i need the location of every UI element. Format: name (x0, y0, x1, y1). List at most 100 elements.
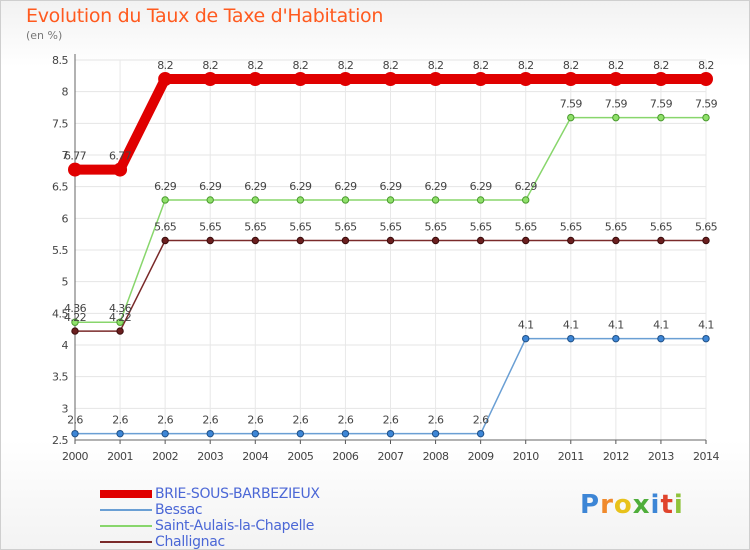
logo-letter: t (660, 490, 674, 520)
data-point (702, 236, 710, 245)
x-tick-label: 2008 (423, 450, 449, 463)
series-challignac (71, 236, 710, 335)
data-point (702, 113, 710, 122)
data-label: 6.29 (425, 180, 448, 193)
data-label: 5.65 (199, 221, 222, 234)
data-point (251, 196, 259, 204)
data-point (567, 334, 575, 343)
data-label: 8.2 (383, 59, 399, 72)
data-point (341, 196, 350, 204)
data-point (296, 236, 305, 245)
data-label: 5.65 (334, 221, 357, 234)
chart-title: Evolution du Taux de Taxe d'Habitation (26, 5, 384, 27)
data-point (386, 196, 395, 204)
x-tick-label: 2014 (693, 450, 719, 463)
data-label: 7.59 (650, 98, 673, 111)
data-label: 7.59 (605, 98, 628, 111)
data-point (518, 72, 533, 86)
data-label: 6.29 (154, 180, 177, 193)
legend-item: Bessac (100, 502, 420, 518)
y-tick-label: 2.5 (52, 434, 68, 447)
data-point (251, 429, 259, 438)
axes: 2.5 3 3.5 4 4.5 5 5.5 6 6.5 7 7.5 8 8.5 2000 2001 2002 2… (52, 54, 720, 463)
x-tick-label: 2003 (197, 450, 223, 463)
data-label: 8.2 (473, 59, 489, 72)
data-point (116, 429, 124, 438)
data-point (522, 236, 530, 245)
data-point (116, 318, 124, 326)
x-tick-label: 2002 (152, 450, 178, 463)
data-point (431, 429, 440, 438)
data-label: 4.1 (608, 319, 624, 332)
data-label: 5.65 (154, 221, 177, 234)
data-label: 4.1 (518, 319, 534, 332)
data-point (383, 72, 398, 86)
data-point (476, 236, 485, 245)
data-label: 8.2 (608, 59, 624, 72)
data-label: 8.2 (518, 59, 534, 72)
data-point (386, 429, 395, 438)
data-label: 5.65 (425, 221, 448, 234)
data-label: 4.36 (64, 302, 87, 315)
data-label: 2.6 (383, 414, 399, 427)
data-point (522, 334, 530, 343)
series-bessac (71, 334, 710, 438)
series-saint-aulais-la-chapelle (71, 113, 710, 326)
data-labels: 6.77 6.77 8.2 8.2 8.2 8.2 8.2 8.2 8.2 8.2 8.2 8.2 8.… (64, 59, 718, 427)
data-point (341, 236, 350, 245)
data-label: 7.59 (560, 98, 583, 111)
data-point (473, 72, 488, 86)
data-point (612, 113, 620, 122)
x-tick-label: 2000 (62, 450, 88, 463)
logo-letter: r (600, 490, 614, 520)
legend-label: Saint-Aulais-la-Chapelle (155, 518, 315, 534)
y-tick-label: 8 (62, 86, 69, 99)
logo-letter: x (632, 490, 651, 520)
data-label: 4.1 (563, 319, 579, 332)
legend-item: Challignac (100, 534, 420, 550)
y-tick-label: 4.5 (52, 307, 68, 320)
data-label: 2.6 (247, 414, 263, 427)
logo-letter: i (673, 490, 684, 520)
data-label: 6.77 (109, 150, 132, 163)
data-point (476, 196, 485, 204)
y-tick-label: 5.5 (52, 244, 68, 257)
data-label: 8.2 (653, 59, 669, 72)
data-point (653, 72, 668, 86)
x-tick-label: 2006 (332, 450, 358, 463)
data-label: 2.6 (112, 414, 128, 427)
logo-letter: o (613, 490, 633, 520)
data-point (612, 334, 620, 343)
data-label: 2.6 (338, 414, 354, 427)
data-point (71, 327, 79, 335)
data-point (476, 429, 485, 438)
legend-swatch (100, 490, 152, 498)
data-label: 8.2 (698, 59, 714, 72)
x-tick-label: 2012 (603, 450, 629, 463)
legend-label: BRIE-SOUS-BARBEZIEUX (155, 486, 320, 502)
data-point (341, 429, 350, 438)
y-tick-label: 3 (62, 402, 69, 415)
data-point (206, 236, 214, 245)
x-tick-label: 2004 (242, 450, 268, 463)
y-tick-label: 3.5 (52, 371, 68, 384)
data-label: 4.22 (109, 311, 131, 324)
data-point (203, 72, 218, 86)
data-label: 5.65 (605, 221, 628, 234)
data-label: 4.36 (109, 302, 132, 315)
data-point (296, 429, 305, 438)
data-point (428, 72, 443, 86)
x-tick-label: 2005 (287, 450, 313, 463)
data-label: 5.65 (244, 221, 267, 234)
data-label: 6.29 (379, 180, 402, 193)
data-point (608, 72, 623, 86)
data-point (612, 236, 620, 245)
logo-letter: i (650, 490, 661, 520)
x-tick-label: 2013 (648, 450, 674, 463)
data-label: 6.29 (515, 180, 538, 193)
data-label: 4.1 (653, 319, 669, 332)
legend-item: BRIE-SOUS-BARBEZIEUX (100, 486, 420, 502)
x-tick-label: 2009 (468, 450, 494, 463)
data-point (522, 196, 530, 204)
data-point (71, 318, 79, 326)
